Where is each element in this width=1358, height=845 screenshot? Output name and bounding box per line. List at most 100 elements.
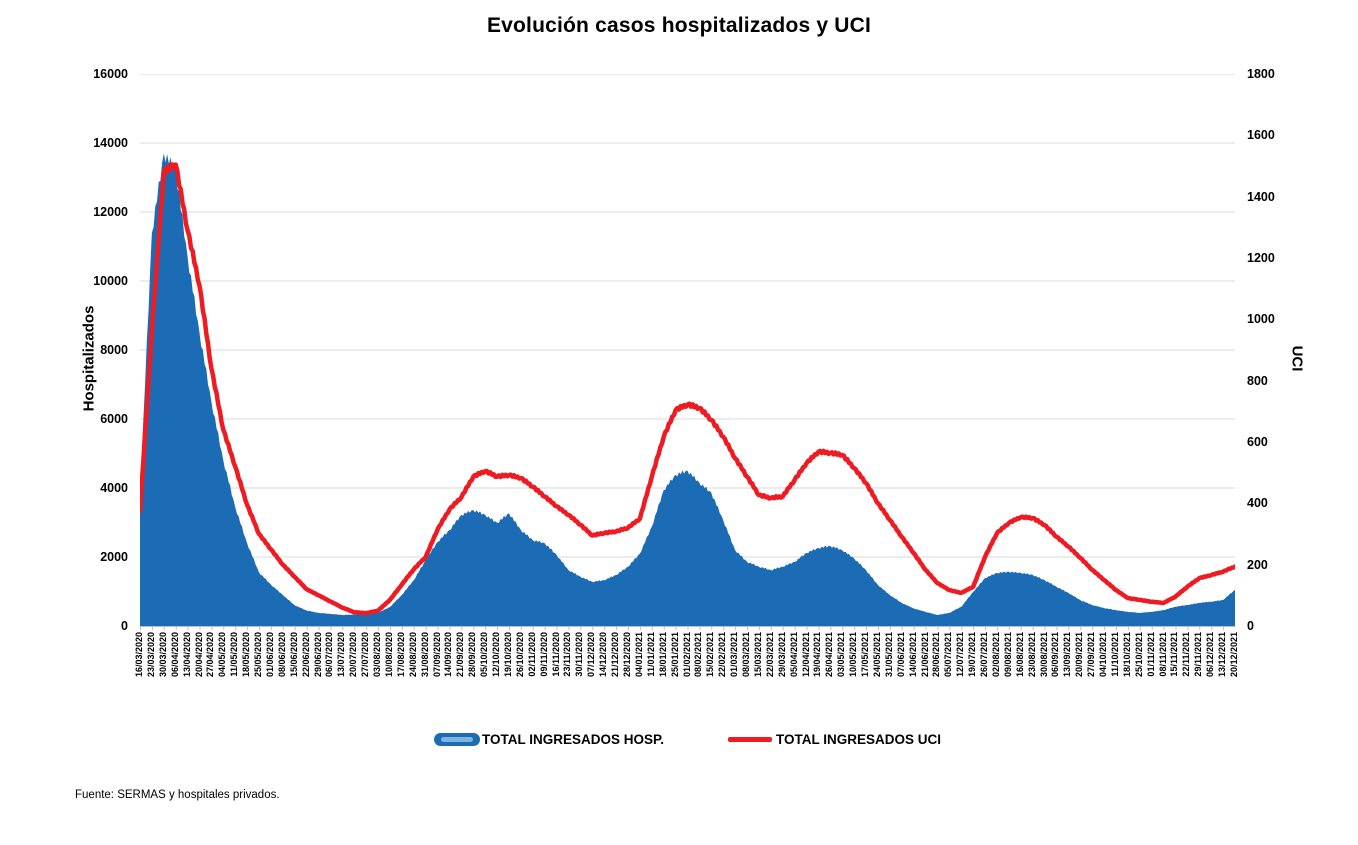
x-tick-label: 17/05/2021 xyxy=(860,632,871,678)
x-tick-label: 29/06/2020 xyxy=(312,632,323,678)
x-tick-label: 20/07/2020 xyxy=(348,632,359,678)
x-tick-label: 19/07/2021 xyxy=(967,632,978,678)
x-tick-label: 12/10/2020 xyxy=(491,632,502,678)
x-tick-label: 06/04/2020 xyxy=(169,632,180,678)
left-tick-label: 14000 xyxy=(93,136,128,150)
x-tick-label: 08/11/2021 xyxy=(1157,632,1168,677)
x-tick-label: 05/10/2020 xyxy=(479,632,490,678)
x-tick-label: 20/09/2021 xyxy=(1074,632,1085,678)
x-tick-label: 07/06/2021 xyxy=(895,632,906,678)
x-tick-label: 07/09/2020 xyxy=(431,632,442,678)
x-tick-label: 22/02/2021 xyxy=(717,632,728,678)
x-tick-label: 27/07/2020 xyxy=(360,632,371,678)
left-tick-label: 2000 xyxy=(100,550,128,564)
legend: TOTAL INGRESADOS HOSP. TOTAL INGRESADOS … xyxy=(140,732,1235,747)
x-tick-label: 08/02/2021 xyxy=(693,632,704,678)
x-tick-label: 26/04/2021 xyxy=(824,632,835,678)
x-tick-label: 02/11/2020 xyxy=(526,632,537,677)
x-tick-label: 10/05/2021 xyxy=(848,632,859,678)
x-tick-label: 15/03/2021 xyxy=(752,632,763,678)
uci-line-series xyxy=(140,162,1235,616)
x-tick-label: 30/11/2020 xyxy=(574,632,585,677)
plot-area xyxy=(140,74,1235,630)
x-tick-label: 21/09/2020 xyxy=(455,632,466,678)
x-tick-label: 03/05/2021 xyxy=(836,632,847,678)
right-tick-label: 0 xyxy=(1247,619,1254,633)
x-tick-label: 29/11/2021 xyxy=(1193,632,1204,677)
left-tick-label: 16000 xyxy=(93,67,128,81)
x-tick-label: 16/11/2020 xyxy=(550,632,561,677)
x-tick-label: 14/12/2020 xyxy=(598,632,609,678)
right-tick-label: 400 xyxy=(1247,496,1268,511)
right-tick-label: 1800 xyxy=(1247,67,1275,81)
x-tick-label: 26/10/2020 xyxy=(514,632,525,678)
x-tick-label: 04/01/2021 xyxy=(633,632,644,678)
chart-title: Evolución casos hospitalizados y UCI xyxy=(486,14,872,37)
x-tick-label: 23/03/2020 xyxy=(145,632,156,678)
legend-item-uci: TOTAL INGRESADOS UCI xyxy=(728,732,941,747)
x-tick-label: 22/03/2021 xyxy=(764,632,775,678)
x-tick-label: 29/03/2021 xyxy=(776,632,787,678)
x-tick-label: 15/06/2020 xyxy=(288,632,299,678)
left-tick-label: 6000 xyxy=(100,412,128,426)
x-tick-label: 09/11/2020 xyxy=(538,632,549,677)
x-tick-label: 27/04/2020 xyxy=(205,632,216,678)
left-tick-label: 8000 xyxy=(100,343,128,357)
x-tick-label: 13/04/2020 xyxy=(181,632,192,678)
x-tick-label: 07/12/2020 xyxy=(586,632,597,678)
x-tick-label: 02/08/2021 xyxy=(990,632,1001,678)
x-tick-label: 18/10/2021 xyxy=(1121,632,1132,678)
hospitalized-area-series xyxy=(140,153,1235,626)
x-tick-label: 26/07/2021 xyxy=(979,632,990,678)
x-tick-label: 20/12/2021 xyxy=(1229,632,1239,678)
x-tick-label: 11/05/2020 xyxy=(229,632,240,677)
x-tick-label: 04/10/2021 xyxy=(1098,632,1109,678)
right-tick-label: 1000 xyxy=(1247,312,1275,327)
x-tick-label: 23/08/2021 xyxy=(1026,632,1037,678)
x-tick-label: 30/03/2020 xyxy=(157,632,168,678)
x-tick-label: 06/12/2021 xyxy=(1205,632,1216,678)
x-tick-label: 27/09/2021 xyxy=(1086,632,1097,678)
x-tick-label: 25/05/2020 xyxy=(253,632,264,678)
x-tick-label: 18/01/2021 xyxy=(657,632,668,678)
x-tick-label: 13/12/2021 xyxy=(1217,632,1228,678)
x-tick-label: 17/08/2020 xyxy=(395,632,406,678)
x-tick-label: 15/11/2021 xyxy=(1169,632,1180,677)
right-tick-label: 1600 xyxy=(1247,128,1275,143)
x-tick-label: 12/04/2021 xyxy=(800,632,811,678)
x-tick-label: 21/06/2021 xyxy=(919,632,930,678)
x-tick-label: 22/06/2020 xyxy=(300,632,311,678)
x-tick-label: 15/02/2021 xyxy=(705,632,716,678)
x-tick-label: 01/11/2021 xyxy=(1145,632,1156,677)
left-tick-label: 4000 xyxy=(100,481,128,495)
x-tick-label: 11/10/2021 xyxy=(1109,632,1120,677)
x-tick-label: 10/08/2020 xyxy=(383,632,394,678)
x-tick-label: 19/04/2021 xyxy=(812,632,823,678)
right-tick-label: 1200 xyxy=(1247,251,1275,265)
x-tick-label: 09/08/2021 xyxy=(1002,632,1013,678)
x-tick-label: 06/07/2020 xyxy=(324,632,335,678)
x-tick-label: 31/05/2021 xyxy=(883,632,894,678)
right-tick-label: 800 xyxy=(1247,373,1268,388)
x-tick-label: 24/05/2021 xyxy=(871,632,882,678)
right-tick-label: 200 xyxy=(1247,557,1268,572)
x-tick-label: 28/12/2020 xyxy=(621,632,632,678)
x-tick-label: 13/07/2020 xyxy=(336,632,347,678)
x-tick-label: 31/08/2020 xyxy=(419,632,430,678)
legend-item-hosp: TOTAL INGRESADOS HOSP. xyxy=(433,732,664,747)
x-tick-label: 01/02/2021 xyxy=(681,632,692,678)
x-tick-label: 28/06/2021 xyxy=(931,632,942,678)
left-tick-label: 12000 xyxy=(93,205,128,219)
x-tick-label: 16/03/2020 xyxy=(134,632,144,678)
chart-svg xyxy=(140,74,1235,630)
left-tick-label: 10000 xyxy=(93,274,128,288)
right-axis-title: UCI xyxy=(1288,345,1306,372)
x-tick-label: 13/09/2021 xyxy=(1062,632,1073,678)
x-tick-label: 18/05/2020 xyxy=(241,632,252,678)
x-tick-label: 20/04/2020 xyxy=(193,632,204,678)
x-tick-label: 24/08/2020 xyxy=(407,632,418,678)
x-tick-label: 08/03/2021 xyxy=(741,632,751,678)
uci-line-swatch-icon xyxy=(728,737,773,742)
left-axis-title: Hospitalizados xyxy=(80,305,98,412)
x-tick-label: 12/07/2021 xyxy=(955,632,966,678)
